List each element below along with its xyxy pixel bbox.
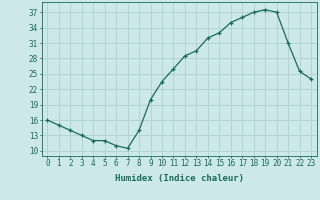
X-axis label: Humidex (Indice chaleur): Humidex (Indice chaleur) [115, 174, 244, 183]
